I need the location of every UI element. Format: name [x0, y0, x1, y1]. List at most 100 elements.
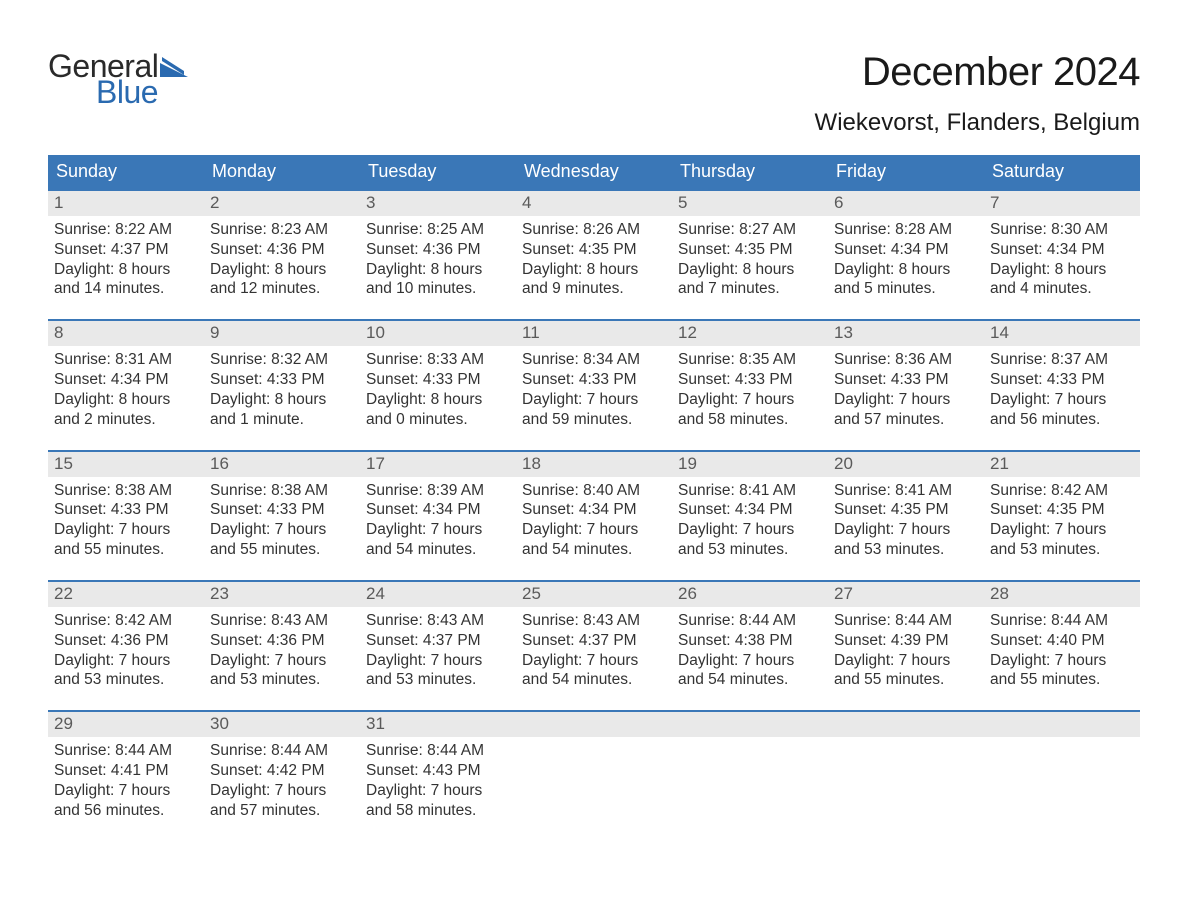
header: General Blue December 2024 Wiekevorst, F… — [48, 50, 1140, 137]
sunset-line: Sunset: 4:40 PM — [990, 631, 1134, 651]
calendar-day — [984, 712, 1140, 826]
dl1-line: Daylight: 7 hours — [366, 781, 510, 801]
calendar-day: 14Sunrise: 8:37 AMSunset: 4:33 PMDayligh… — [984, 321, 1140, 435]
day-number: 4 — [516, 191, 672, 216]
calendar-day: 20Sunrise: 8:41 AMSunset: 4:35 PMDayligh… — [828, 452, 984, 566]
sunset-line: Sunset: 4:36 PM — [210, 631, 354, 651]
sunset-line: Sunset: 4:37 PM — [366, 631, 510, 651]
dl2-line: and 54 minutes. — [522, 670, 666, 690]
sunset-line: Sunset: 4:34 PM — [834, 240, 978, 260]
calendar-day: 27Sunrise: 8:44 AMSunset: 4:39 PMDayligh… — [828, 582, 984, 696]
logo: General Blue — [48, 50, 188, 108]
sunrise-line: Sunrise: 8:44 AM — [678, 611, 822, 631]
day-details: Sunrise: 8:36 AMSunset: 4:33 PMDaylight:… — [828, 346, 984, 435]
calendar-day: 7Sunrise: 8:30 AMSunset: 4:34 PMDaylight… — [984, 191, 1140, 305]
day-details — [516, 737, 672, 747]
day-details: Sunrise: 8:33 AMSunset: 4:33 PMDaylight:… — [360, 346, 516, 435]
day-number — [672, 712, 828, 737]
dl1-line: Daylight: 7 hours — [366, 651, 510, 671]
day-number: 3 — [360, 191, 516, 216]
sunset-line: Sunset: 4:38 PM — [678, 631, 822, 651]
dl1-line: Daylight: 7 hours — [210, 651, 354, 671]
sunset-line: Sunset: 4:37 PM — [522, 631, 666, 651]
sunrise-line: Sunrise: 8:42 AM — [54, 611, 198, 631]
sunset-line: Sunset: 4:35 PM — [990, 500, 1134, 520]
day-number: 8 — [48, 321, 204, 346]
sunset-line: Sunset: 4:35 PM — [834, 500, 978, 520]
day-number: 29 — [48, 712, 204, 737]
calendar-day: 1Sunrise: 8:22 AMSunset: 4:37 PMDaylight… — [48, 191, 204, 305]
dl2-line: and 59 minutes. — [522, 410, 666, 430]
day-details: Sunrise: 8:39 AMSunset: 4:34 PMDaylight:… — [360, 477, 516, 566]
dl1-line: Daylight: 7 hours — [678, 390, 822, 410]
dow-thursday: Thursday — [672, 155, 828, 189]
logo-word-blue: Blue — [96, 76, 188, 108]
dl2-line: and 5 minutes. — [834, 279, 978, 299]
dl2-line: and 1 minute. — [210, 410, 354, 430]
day-number: 19 — [672, 452, 828, 477]
sunrise-line: Sunrise: 8:31 AM — [54, 350, 198, 370]
day-number: 22 — [48, 582, 204, 607]
day-number: 20 — [828, 452, 984, 477]
sunset-line: Sunset: 4:33 PM — [54, 500, 198, 520]
day-details: Sunrise: 8:34 AMSunset: 4:33 PMDaylight:… — [516, 346, 672, 435]
title-block: December 2024 Wiekevorst, Flanders, Belg… — [815, 50, 1140, 137]
sunrise-line: Sunrise: 8:42 AM — [990, 481, 1134, 501]
day-details: Sunrise: 8:44 AMSunset: 4:43 PMDaylight:… — [360, 737, 516, 826]
dl2-line: and 53 minutes. — [54, 670, 198, 690]
day-details: Sunrise: 8:42 AMSunset: 4:35 PMDaylight:… — [984, 477, 1140, 566]
calendar-day: 10Sunrise: 8:33 AMSunset: 4:33 PMDayligh… — [360, 321, 516, 435]
sunset-line: Sunset: 4:35 PM — [522, 240, 666, 260]
sunset-line: Sunset: 4:36 PM — [54, 631, 198, 651]
day-details — [828, 737, 984, 747]
day-details: Sunrise: 8:40 AMSunset: 4:34 PMDaylight:… — [516, 477, 672, 566]
dl1-line: Daylight: 8 hours — [522, 260, 666, 280]
day-number: 24 — [360, 582, 516, 607]
dl2-line: and 54 minutes. — [522, 540, 666, 560]
dl1-line: Daylight: 8 hours — [54, 390, 198, 410]
dl1-line: Daylight: 7 hours — [366, 520, 510, 540]
sunrise-line: Sunrise: 8:34 AM — [522, 350, 666, 370]
day-details: Sunrise: 8:44 AMSunset: 4:42 PMDaylight:… — [204, 737, 360, 826]
dl1-line: Daylight: 7 hours — [678, 520, 822, 540]
dl2-line: and 57 minutes. — [834, 410, 978, 430]
sunrise-line: Sunrise: 8:44 AM — [54, 741, 198, 761]
day-details: Sunrise: 8:38 AMSunset: 4:33 PMDaylight:… — [204, 477, 360, 566]
day-details: Sunrise: 8:41 AMSunset: 4:34 PMDaylight:… — [672, 477, 828, 566]
day-details: Sunrise: 8:35 AMSunset: 4:33 PMDaylight:… — [672, 346, 828, 435]
calendar-day: 6Sunrise: 8:28 AMSunset: 4:34 PMDaylight… — [828, 191, 984, 305]
calendar-day: 13Sunrise: 8:36 AMSunset: 4:33 PMDayligh… — [828, 321, 984, 435]
dl1-line: Daylight: 8 hours — [54, 260, 198, 280]
calendar-week: 22Sunrise: 8:42 AMSunset: 4:36 PMDayligh… — [48, 580, 1140, 696]
sunset-line: Sunset: 4:41 PM — [54, 761, 198, 781]
dl2-line: and 56 minutes. — [990, 410, 1134, 430]
calendar-day: 25Sunrise: 8:43 AMSunset: 4:37 PMDayligh… — [516, 582, 672, 696]
dl1-line: Daylight: 7 hours — [990, 651, 1134, 671]
day-number: 1 — [48, 191, 204, 216]
dl2-line: and 10 minutes. — [366, 279, 510, 299]
calendar-day: 19Sunrise: 8:41 AMSunset: 4:34 PMDayligh… — [672, 452, 828, 566]
day-number — [516, 712, 672, 737]
calendar-day — [672, 712, 828, 826]
dow-sunday: Sunday — [48, 155, 204, 189]
day-number: 17 — [360, 452, 516, 477]
sunrise-line: Sunrise: 8:43 AM — [522, 611, 666, 631]
calendar-day: 2Sunrise: 8:23 AMSunset: 4:36 PMDaylight… — [204, 191, 360, 305]
day-details: Sunrise: 8:22 AMSunset: 4:37 PMDaylight:… — [48, 216, 204, 305]
calendar-day: 21Sunrise: 8:42 AMSunset: 4:35 PMDayligh… — [984, 452, 1140, 566]
calendar-day: 3Sunrise: 8:25 AMSunset: 4:36 PMDaylight… — [360, 191, 516, 305]
dl2-line: and 53 minutes. — [834, 540, 978, 560]
sunset-line: Sunset: 4:33 PM — [678, 370, 822, 390]
sunset-line: Sunset: 4:34 PM — [366, 500, 510, 520]
day-of-week-header: Sunday Monday Tuesday Wednesday Thursday… — [48, 155, 1140, 189]
logo-flag-icon — [160, 57, 188, 77]
dl1-line: Daylight: 7 hours — [990, 520, 1134, 540]
sunset-line: Sunset: 4:42 PM — [210, 761, 354, 781]
dl1-line: Daylight: 8 hours — [366, 260, 510, 280]
dl2-line: and 12 minutes. — [210, 279, 354, 299]
calendar-week: 29 Sunrise: 8:44 AMSunset: 4:41 PM Dayligh… — [48, 710, 1140, 826]
sunrise-line: Sunrise: 8:26 AM — [522, 220, 666, 240]
sunrise-line: Sunrise: 8:41 AM — [834, 481, 978, 501]
weeks-container: 1Sunrise: 8:22 AMSunset: 4:37 PMDaylight… — [48, 189, 1140, 827]
day-details: Sunrise: 8:44 AMSunset: 4:38 PMDaylight:… — [672, 607, 828, 696]
